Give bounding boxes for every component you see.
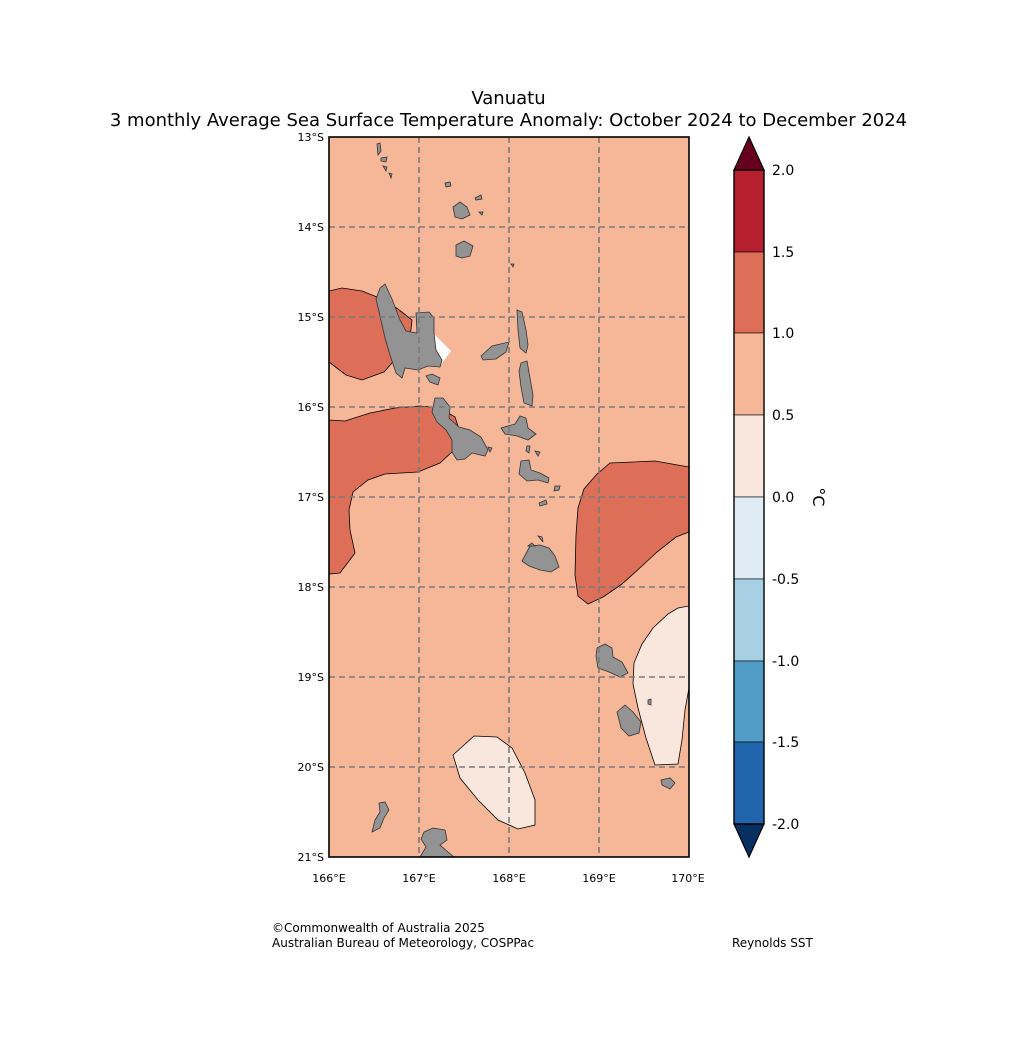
y-tick-label: 18°S (298, 581, 324, 594)
colorbar-tick-label: -0.5 (772, 572, 799, 588)
island-paama (525, 445, 531, 454)
island-aneityum (660, 777, 676, 790)
island-emae (538, 499, 548, 507)
colorbar-tick-label: 0.5 (772, 408, 794, 424)
colorbar-bin (733, 169, 765, 253)
y-tick-label: 14°S (298, 221, 324, 234)
y-tick-label: 16°S (298, 401, 324, 414)
x-tick-label: 166°E (312, 872, 345, 885)
island-vanua-lava (452, 201, 471, 220)
y-tick-label: 20°S (298, 761, 324, 774)
island-torres-4 (388, 172, 393, 180)
colorbar-tick-label: 1.0 (772, 326, 794, 342)
colorbar-unit-label: °C (809, 487, 828, 506)
colorbar-frame (733, 169, 765, 825)
colorbar-extend-bottom (733, 823, 765, 859)
colorbar-tick-label: -2.0 (772, 817, 799, 833)
island-efate (521, 544, 560, 573)
colorbar-tick-label: 2.0 (772, 163, 794, 179)
island-pentecost (518, 360, 534, 407)
colorbar-bin (733, 741, 765, 825)
island-torres-3 (382, 165, 388, 173)
island-tongoa (553, 485, 561, 492)
island-tanna (616, 704, 642, 737)
island-malo (425, 373, 441, 386)
colorbar-bin (733, 414, 765, 498)
islands (371, 142, 676, 858)
colorbar-bin (733, 251, 765, 334)
island-santa-maria (455, 240, 474, 259)
y-tick-label: 17°S (298, 491, 324, 504)
island-efate-islet (526, 542, 536, 547)
island-merelava (510, 263, 515, 268)
island-new-caledonia-north (371, 801, 390, 833)
colorbar-bin (733, 496, 765, 580)
y-tick-label: 15°S (298, 311, 324, 324)
copyright-notice: ©Commonwealth of Australia 2025 (272, 921, 485, 935)
island-futuna (647, 698, 652, 706)
island-mota (478, 211, 484, 216)
colorbar-extend-top (733, 135, 765, 171)
island-erromango (595, 643, 629, 678)
x-tick-label: 170°E (671, 872, 704, 885)
x-tick-label: 168°E (492, 872, 525, 885)
colorbar: 2.0 1.5 1.0 0.5 0.0 -0.5 -1.0 -1.5 -2.0 … (733, 135, 828, 859)
island-maewo (516, 309, 529, 354)
island-small-banks (474, 194, 483, 201)
island-malekula (431, 397, 489, 461)
colorbar-bin (733, 578, 765, 662)
y-tick-label: 21°S (298, 851, 324, 864)
colorbar-tick-label: 0.0 (772, 490, 794, 506)
colorbar-tick-label: -1.5 (772, 735, 799, 751)
island-ureparapara (444, 181, 452, 188)
gridlines (329, 137, 689, 857)
mild-zone-south (452, 735, 536, 830)
island-ambrym (500, 415, 537, 441)
island-torres-2 (380, 156, 388, 163)
island-new-caledonia-loyalty (419, 827, 456, 858)
island-ambae (480, 341, 510, 361)
colorbar-tick-label: -1.0 (772, 654, 799, 670)
island-torres-1 (376, 142, 382, 157)
y-tick-label: 19°S (298, 671, 324, 684)
map-frame (328, 136, 690, 858)
colorbar-bin (733, 332, 765, 416)
figure-title: Vanuatu (471, 88, 546, 109)
island-epi (518, 459, 550, 484)
island-espiritu-santo (375, 283, 443, 379)
island-mataso (536, 535, 544, 543)
y-tick-label: 13°S (298, 131, 324, 144)
colorbar-bin (733, 660, 765, 743)
x-tick-label: 169°E (582, 872, 615, 885)
agency-credit: Australian Bureau of Meteorology, COSPPa… (272, 936, 535, 950)
island-malekula-islet (487, 446, 493, 453)
x-tick-label: 167°E (402, 872, 435, 885)
island-lopevi (534, 450, 541, 457)
dataset-credit: Reynolds SST (732, 936, 813, 950)
mild-zone-southeast (632, 605, 690, 766)
colorbar-tick-label: 1.5 (772, 245, 794, 261)
figure-subtitle: 3 monthly Average Sea Surface Temperatur… (109, 110, 908, 131)
